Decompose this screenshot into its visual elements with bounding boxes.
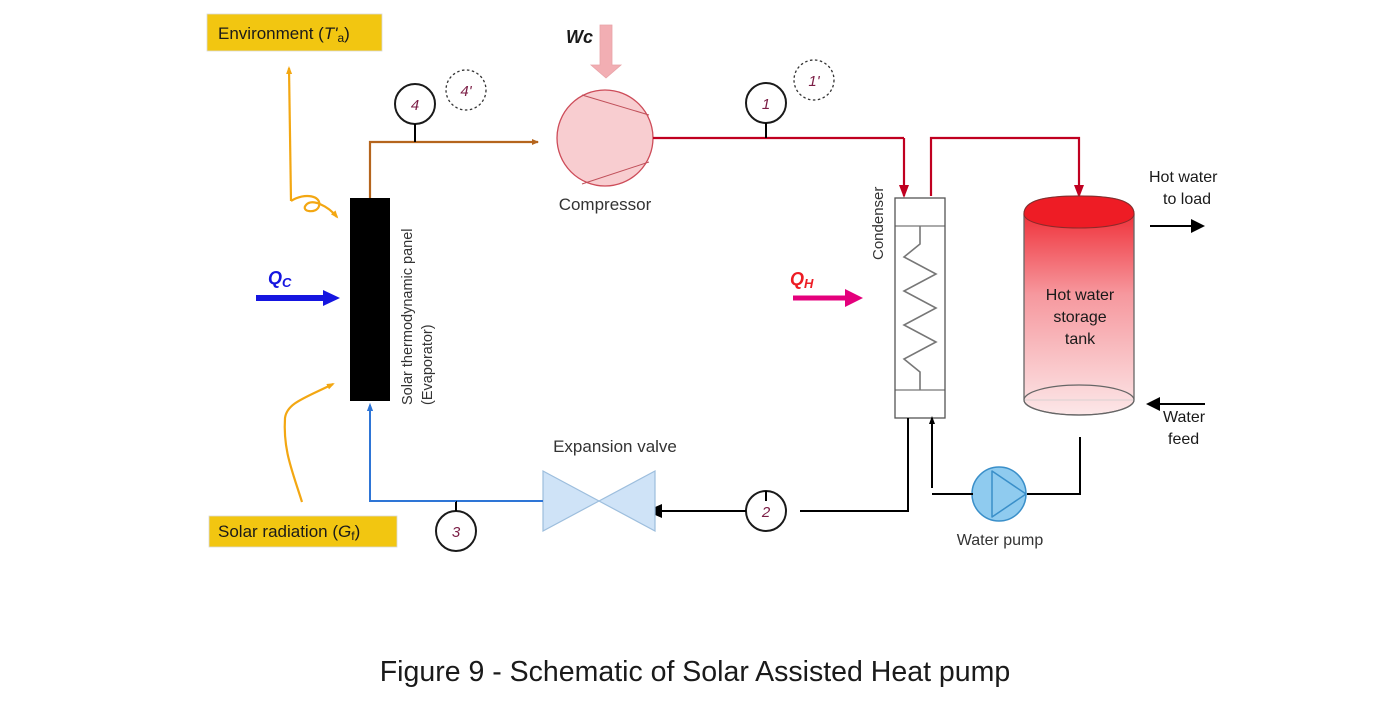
svg-text:Solar thermodynamic panel: Solar thermodynamic panel [400, 228, 416, 405]
svg-text:1': 1' [808, 73, 820, 90]
svg-text:2: 2 [761, 504, 771, 521]
svg-text:3: 3 [452, 524, 461, 541]
svg-text:QH: QH [790, 269, 814, 291]
svg-text:to load: to load [1163, 191, 1211, 208]
svg-text:Compressor: Compressor [559, 195, 652, 214]
svg-text:1: 1 [762, 96, 770, 113]
svg-text:Wc: Wc [566, 27, 593, 47]
svg-text:Water: Water [1163, 409, 1206, 426]
svg-text:(Evaporator): (Evaporator) [420, 324, 436, 405]
svg-text:Figure 9 - Schematic of Solar: Figure 9 - Schematic of Solar Assisted H… [380, 656, 1010, 688]
svg-text:tank: tank [1065, 331, 1096, 348]
svg-text:Hot water: Hot water [1046, 287, 1115, 304]
svg-text:feed: feed [1168, 431, 1199, 448]
svg-text:Water pump: Water pump [957, 532, 1044, 549]
svg-text:Solar radiation (Gf): Solar radiation (Gf) [218, 522, 360, 543]
svg-text:QC: QC [268, 268, 292, 290]
svg-text:Hot water: Hot water [1149, 169, 1218, 186]
svg-text:4': 4' [460, 83, 472, 100]
svg-text:Expansion valve: Expansion valve [553, 437, 677, 456]
svg-text:Environment (T'a): Environment (T'a) [218, 24, 350, 45]
svg-text:storage: storage [1053, 309, 1106, 326]
svg-text:Condenser: Condenser [870, 187, 887, 260]
svg-text:4: 4 [411, 97, 419, 114]
